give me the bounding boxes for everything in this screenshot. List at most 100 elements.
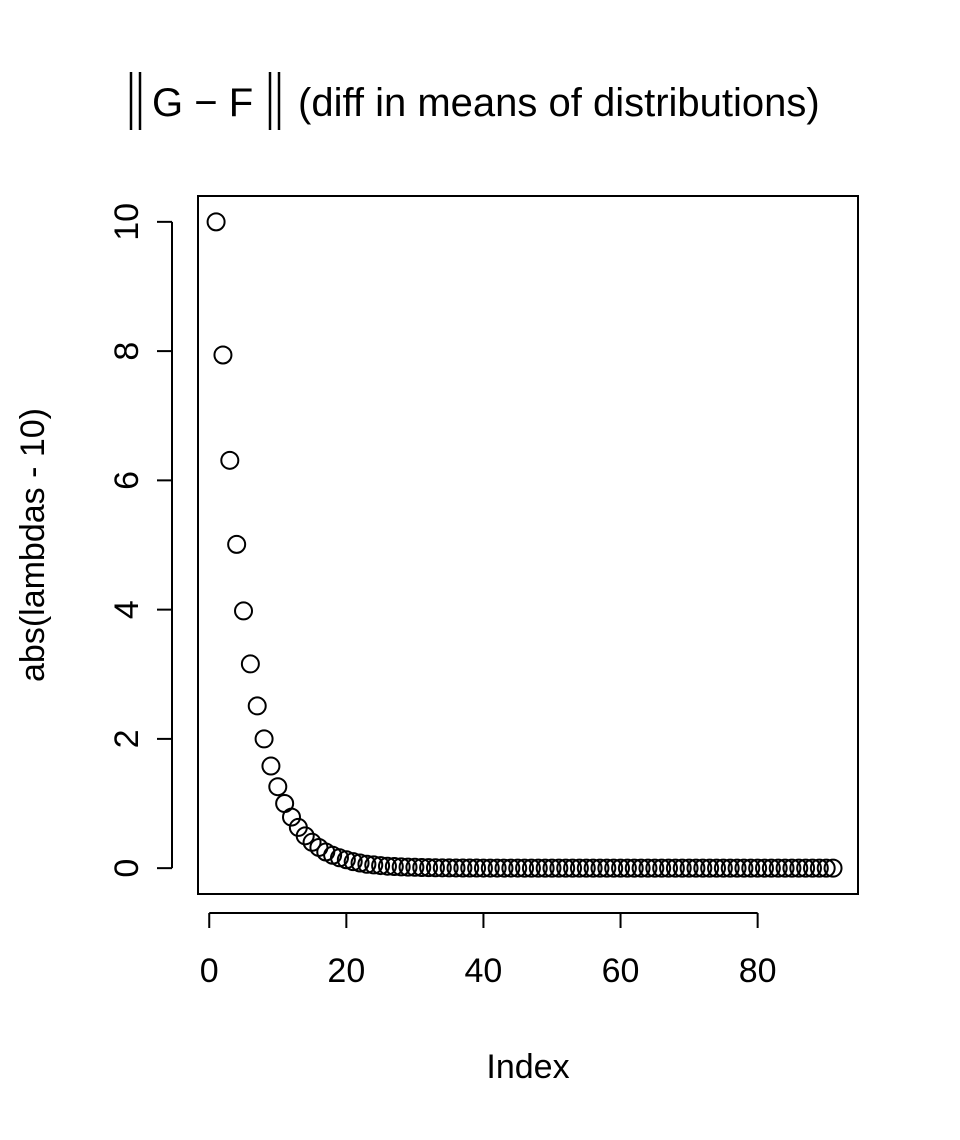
- data-point: [590, 858, 610, 878]
- data-point: [761, 858, 781, 878]
- data-point: [364, 855, 384, 875]
- data-point: [535, 858, 555, 878]
- y-axis-title: abs(lambdas - 10): [14, 408, 52, 682]
- data-point: [515, 858, 535, 878]
- data-point: [693, 858, 713, 878]
- data-point: [782, 858, 802, 878]
- data-point: [508, 858, 528, 878]
- title-norm-expression: G − F: [152, 81, 253, 125]
- y-tick-label: 2: [108, 729, 146, 748]
- y-tick-label: 10: [108, 203, 146, 241]
- data-point: [282, 807, 302, 827]
- data-point: [343, 852, 363, 872]
- data-point: [707, 858, 727, 878]
- x-tick-label: 80: [739, 952, 777, 990]
- title-text: (diff in means of distributions): [298, 81, 820, 125]
- data-point: [659, 858, 679, 878]
- data-point: [261, 756, 281, 776]
- data-point: [467, 858, 487, 878]
- data-point: [823, 858, 843, 878]
- data-point: [227, 534, 247, 554]
- data-point: [549, 858, 569, 878]
- data-point: [569, 858, 589, 878]
- data-point: [679, 858, 699, 878]
- data-point: [213, 345, 233, 365]
- data-point: [439, 858, 459, 878]
- data-point: [425, 858, 445, 878]
- data-point: [446, 858, 466, 878]
- data-point: [768, 858, 788, 878]
- data-point: [254, 729, 274, 749]
- data-point: [645, 858, 665, 878]
- data-point: [398, 857, 418, 877]
- x-tick-label: 20: [327, 952, 365, 990]
- data-point: [809, 858, 829, 878]
- data-point: [460, 858, 480, 878]
- data-point: [617, 858, 637, 878]
- data-point: [665, 858, 685, 878]
- data-point: [583, 858, 603, 878]
- x-axis: 0 20 40 60 80: [200, 912, 777, 990]
- data-point: [473, 858, 493, 878]
- data-point: [700, 858, 720, 878]
- data-point: [652, 858, 672, 878]
- data-point: [816, 858, 836, 878]
- data-point: [631, 858, 651, 878]
- data-point: [371, 856, 391, 876]
- data-point: [453, 858, 473, 878]
- data-point: [563, 858, 583, 878]
- data-point: [268, 777, 288, 797]
- x-axis-title: Index: [486, 1048, 569, 1086]
- x-tick-label: 0: [200, 952, 219, 990]
- data-point: [247, 696, 267, 716]
- data-point: [542, 858, 562, 878]
- data-point: [754, 858, 774, 878]
- y-axis: 0 2 4 6 8 10: [108, 203, 173, 878]
- data-point: [672, 858, 692, 878]
- data-point: [295, 826, 315, 846]
- data-point: [419, 858, 439, 878]
- data-point: [775, 858, 795, 878]
- data-point: [611, 858, 631, 878]
- data-point: [734, 858, 754, 878]
- x-tick-label: 60: [602, 952, 640, 990]
- y-tick-label: 6: [108, 471, 146, 490]
- data-point: [789, 858, 809, 878]
- data-point: [412, 858, 432, 878]
- data-point: [748, 858, 768, 878]
- data-point: [796, 858, 816, 878]
- data-point: [638, 858, 658, 878]
- data-point: [720, 858, 740, 878]
- y-tick-label: 4: [108, 600, 146, 619]
- data-point: [741, 858, 761, 878]
- chart-title: G − F (diff in means of distributions): [129, 72, 820, 130]
- data-point: [357, 854, 377, 874]
- data-point: [556, 858, 576, 878]
- data-point: [727, 858, 747, 878]
- data-point: [487, 858, 507, 878]
- data-point: [604, 858, 624, 878]
- data-point: [220, 450, 240, 470]
- data-point: [377, 856, 397, 876]
- y-tick-label: 0: [108, 859, 146, 878]
- data-point: [501, 858, 521, 878]
- data-point: [597, 858, 617, 878]
- data-point: [206, 212, 226, 232]
- data-point: [521, 858, 541, 878]
- data-point: [494, 858, 514, 878]
- data-point: [240, 654, 260, 674]
- plot-frame: [197, 195, 859, 895]
- data-point: [384, 857, 404, 877]
- data-point: [713, 858, 733, 878]
- data-points: [206, 212, 843, 878]
- data-point: [624, 858, 644, 878]
- data-point: [480, 858, 500, 878]
- data-point: [350, 853, 370, 873]
- data-point: [802, 858, 822, 878]
- x-tick-label: 40: [465, 952, 503, 990]
- data-point: [576, 858, 596, 878]
- y-tick-label: 8: [108, 342, 146, 361]
- data-point: [528, 858, 548, 878]
- data-point: [432, 858, 452, 878]
